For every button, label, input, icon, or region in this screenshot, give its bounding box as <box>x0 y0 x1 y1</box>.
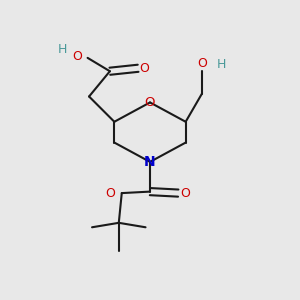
Text: O: O <box>197 57 207 70</box>
Text: H: H <box>58 43 68 56</box>
Text: O: O <box>140 62 150 75</box>
Text: O: O <box>105 187 115 200</box>
Text: H: H <box>216 58 226 71</box>
Text: O: O <box>72 50 82 63</box>
Text: O: O <box>180 187 190 200</box>
Text: N: N <box>144 155 156 169</box>
Text: O: O <box>145 96 155 109</box>
